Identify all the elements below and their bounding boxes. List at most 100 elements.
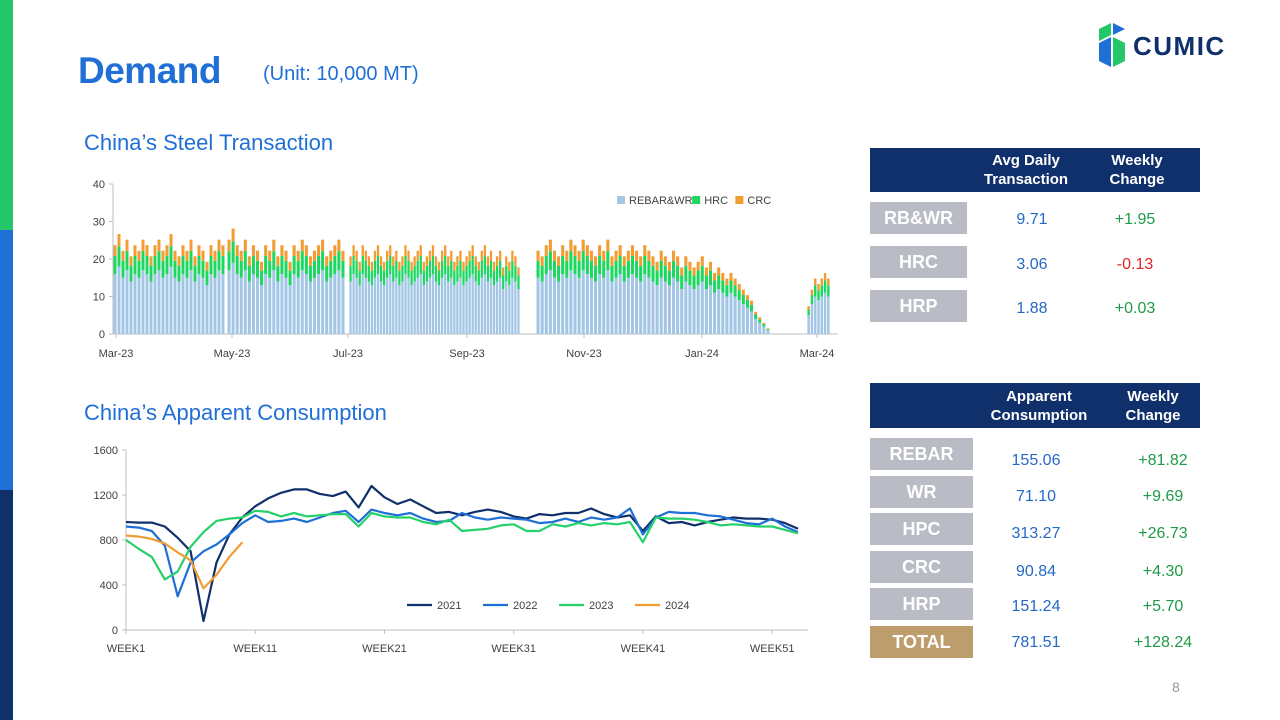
bar-hrc (817, 290, 820, 301)
bar-rebar-wr (157, 270, 161, 334)
bar-rebar-wr (639, 281, 643, 334)
bar-crc (288, 261, 292, 271)
bar-hrc (227, 251, 231, 271)
bar-hrc (413, 265, 416, 282)
bar-rebar-wr (456, 281, 459, 334)
bar-rebar-wr (272, 270, 276, 334)
bar-crc (602, 250, 606, 261)
bar-rebar-wr (376, 274, 380, 334)
bar-rebar-wr (308, 281, 312, 334)
bar-crc (462, 261, 465, 271)
bar-hrc (428, 260, 432, 278)
bar-crc (465, 256, 468, 266)
bar-crc (129, 256, 133, 266)
bar-crc (392, 256, 395, 266)
bar-hrc (422, 270, 425, 286)
row-label-hrc: HRC (870, 246, 967, 278)
bar-rebar-wr (477, 285, 480, 334)
bar-rebar-wr (758, 322, 762, 334)
bar-rebar-wr (404, 274, 407, 334)
bar-crc (733, 278, 737, 286)
bar-hrc (548, 251, 552, 271)
bar-rebar-wr (137, 277, 141, 334)
bar-rebar-wr (684, 281, 688, 334)
bar-crc (231, 228, 235, 242)
bar-hrc (213, 260, 217, 278)
bar-crc (312, 250, 317, 261)
bar-hrc (235, 256, 239, 274)
bar-crc (659, 250, 663, 261)
bar-rebar-wr (713, 292, 717, 334)
bar-hrc (407, 260, 410, 278)
bar-hrc (398, 270, 401, 286)
bar-crc (401, 256, 404, 266)
bar-hrc (713, 280, 717, 293)
bar-hrc (177, 265, 181, 282)
bar-hrc (569, 251, 573, 271)
bar-rebar-wr (181, 274, 185, 334)
bar-crc (355, 250, 358, 261)
bar-hrc (517, 275, 520, 289)
header-weekly-change-2: Weekly Change (1125, 387, 1181, 424)
value-hpc: 313.27 (1011, 525, 1061, 542)
bar-rebar-wr (243, 270, 247, 334)
bar-rebar-wr (483, 274, 487, 334)
bar-crc (444, 245, 447, 256)
bar-rebar-wr (373, 277, 377, 334)
bar-crc (483, 245, 487, 256)
bar-rebar-wr (585, 274, 589, 334)
value-hrp: 1.88 (1016, 300, 1048, 317)
bar-hrc (725, 285, 729, 297)
bar-crc (117, 234, 121, 247)
bar-hrc (813, 285, 817, 297)
bar-crc (264, 245, 268, 256)
bar-crc (450, 250, 453, 261)
bar-hrc (647, 260, 651, 278)
y-tick-label: 1200 (94, 490, 118, 502)
bar-crc (737, 284, 741, 291)
bar-rebar-wr (573, 274, 577, 334)
bar-hrc (598, 256, 602, 274)
bar-rebar-wr (606, 270, 610, 334)
bar-hrc (255, 260, 260, 278)
bar-hrc (630, 256, 635, 274)
bar-hrc (284, 260, 288, 278)
bar-hrc (197, 256, 201, 274)
bar-hrc (557, 265, 561, 282)
bar-crc (416, 250, 419, 261)
bar-hrc (618, 256, 622, 274)
bar-crc (292, 245, 296, 256)
y-tick-label: 10 (93, 292, 105, 304)
bar-crc (213, 250, 217, 261)
bar-rebar-wr (235, 274, 239, 334)
bar-rebar-wr (817, 300, 820, 334)
bar-crc (404, 245, 407, 256)
bar-crc (425, 256, 429, 266)
change-hrp-2: +5.70 (1142, 598, 1184, 615)
bar-hrc (410, 270, 413, 286)
bar-hrc (125, 251, 129, 271)
bar-crc (422, 261, 425, 271)
bar-crc (606, 239, 610, 252)
change-hrp: +0.03 (1114, 300, 1156, 317)
bar-rebar-wr (173, 277, 177, 334)
bar-crc (511, 250, 514, 261)
bar-hrc (288, 270, 292, 286)
bar-rebar-wr (635, 277, 639, 334)
bar-crc (419, 245, 422, 256)
legend-label: HRC (704, 195, 728, 207)
bar-crc (717, 267, 721, 276)
bar-rebar-wr (517, 289, 520, 334)
x-tick-label: Nov-23 (566, 348, 601, 360)
bar-hrc (129, 265, 133, 282)
bar-hrc (181, 256, 185, 274)
bar-rebar-wr (213, 277, 217, 334)
bar-crc (618, 245, 622, 256)
bar-rebar-wr (419, 274, 422, 334)
x-tick-label: WEEK11 (233, 643, 277, 655)
bar-hrc (450, 260, 453, 278)
bar-rebar-wr (688, 285, 692, 334)
bar-rebar-wr (680, 289, 684, 334)
bar-hrc (416, 260, 419, 278)
bar-crc (508, 261, 511, 271)
